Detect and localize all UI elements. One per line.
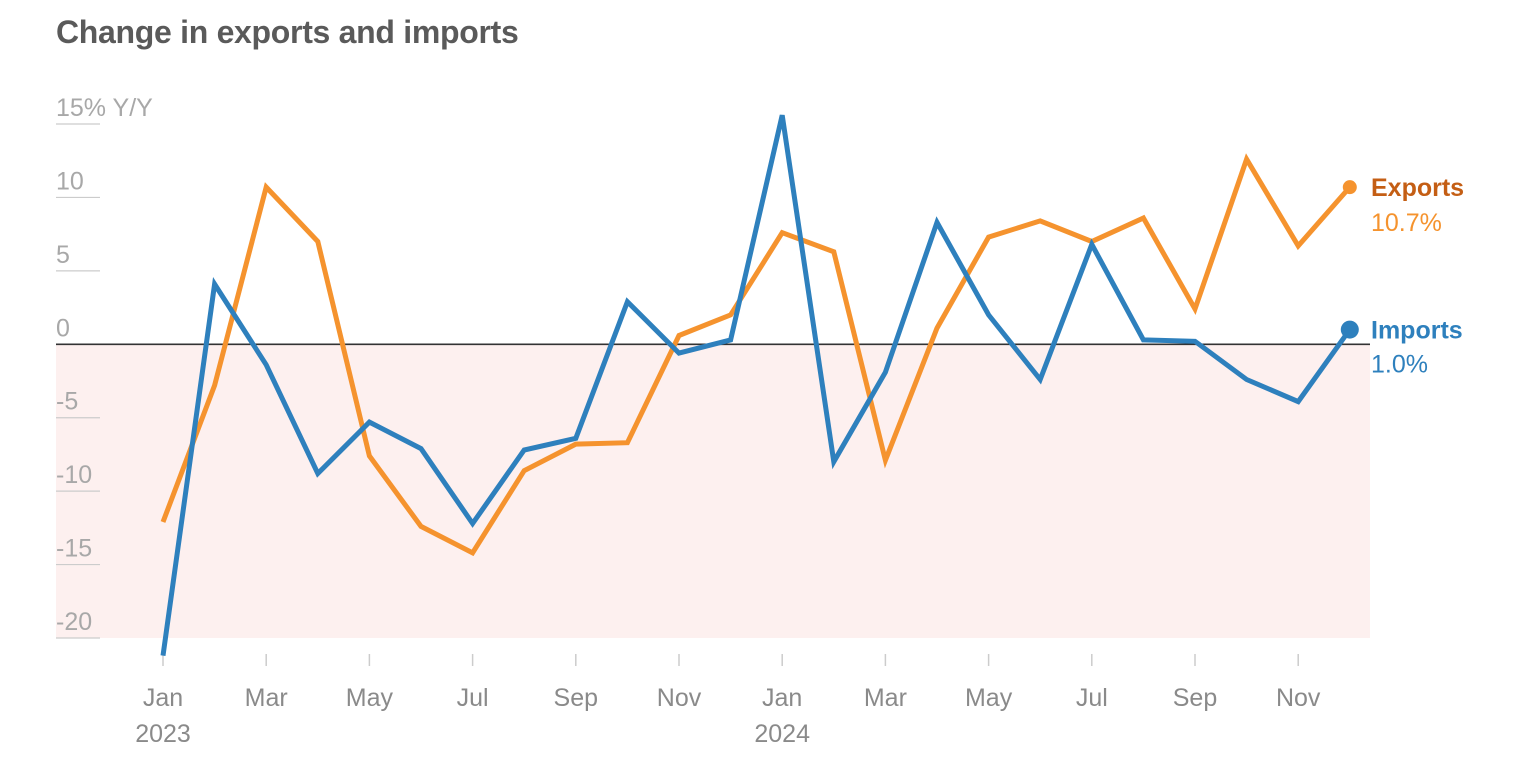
- x-axis: Jan 2023 Mar May Jul Sep Nov Jan 2024 Mar May Jul Se…: [135, 654, 1321, 748]
- x-tick-label: Sep: [1173, 684, 1217, 712]
- imports-series-label: Imports: [1371, 317, 1463, 345]
- y-tick-label: 15% Y/Y: [56, 94, 153, 122]
- x-tick-label: Nov: [1276, 684, 1321, 712]
- exports-latest-value: 10.7%: [1371, 209, 1442, 237]
- chart-title: Change in exports and imports: [56, 14, 519, 50]
- imports-end-marker: [1340, 320, 1359, 339]
- exports-series-label: Exports: [1371, 174, 1464, 202]
- y-tick-label: -5: [56, 388, 78, 416]
- x-tick-label: May: [346, 684, 394, 712]
- y-tick-label: -15: [56, 535, 92, 563]
- x-tick-year-label: 2023: [135, 720, 191, 748]
- x-tick-label: Mar: [245, 684, 288, 712]
- negative-region-shading: [56, 344, 1370, 638]
- x-tick-label: May: [965, 684, 1013, 712]
- x-tick-label: Jul: [457, 684, 489, 712]
- x-tick-label: Sep: [554, 684, 598, 712]
- y-axis: 15% Y/Y 10 5 0 -5 -10 -15 -20: [56, 94, 153, 639]
- x-tick-label: Jan: [143, 684, 183, 712]
- y-tick-label: 5: [56, 241, 70, 269]
- y-tick-label: -10: [56, 461, 92, 489]
- x-tick-year-label: 2024: [754, 720, 810, 748]
- imports-series-line: [160, 114, 1352, 656]
- y-tick-label: -20: [56, 608, 92, 636]
- y-tick-label: 0: [56, 314, 70, 342]
- exports-series-line: [160, 153, 1352, 557]
- x-tick-label: Mar: [864, 684, 907, 712]
- exports-end-marker: [1342, 180, 1357, 195]
- imports-latest-value: 1.0%: [1371, 351, 1428, 379]
- x-tick-label: Jan: [762, 684, 802, 712]
- x-tick-label: Nov: [657, 684, 702, 712]
- y-tick-label: 10: [56, 167, 84, 195]
- x-tick-label: Jul: [1076, 684, 1108, 712]
